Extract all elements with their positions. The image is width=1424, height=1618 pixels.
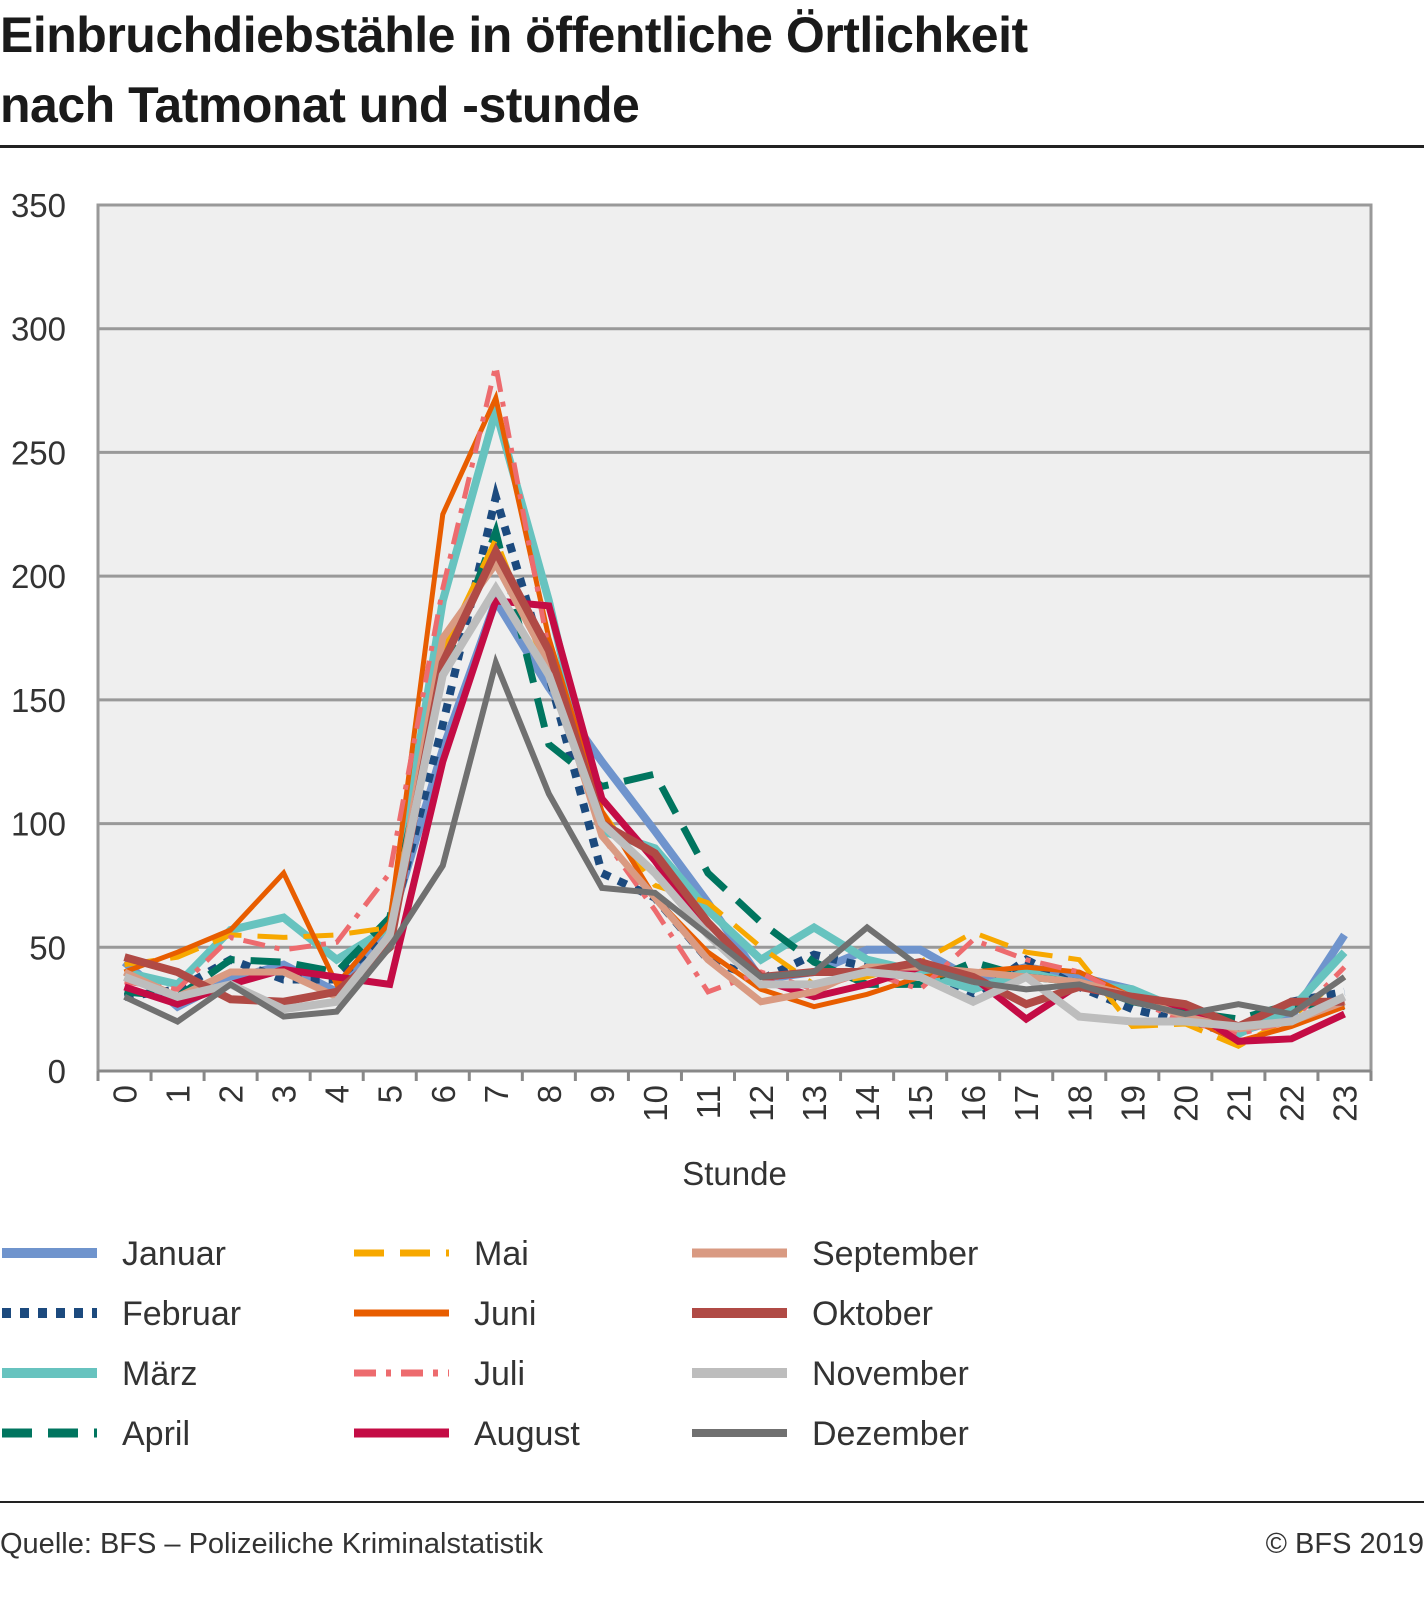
x-tick-label: 3: [266, 1085, 303, 1103]
legend-label: April: [122, 1415, 190, 1453]
legend-label: Juni: [474, 1295, 536, 1333]
x-tick-label: 16: [955, 1085, 992, 1122]
y-tick-label: 100: [11, 806, 66, 843]
x-tick-label: 15: [902, 1085, 939, 1122]
legend-label: März: [122, 1355, 198, 1393]
series-line-dezember: [123, 653, 1347, 1025]
x-tick-label: 0: [107, 1085, 144, 1103]
x-tick-label: 9: [584, 1085, 621, 1103]
series-line-mai: [124, 532, 1346, 1050]
x-tick-label: 4: [319, 1085, 356, 1103]
x-tick-label: 22: [1273, 1085, 1310, 1122]
y-tick-label: 50: [29, 929, 66, 966]
y-tick-label: 350: [11, 187, 66, 224]
x-tick-label: 11: [690, 1085, 727, 1119]
copyright: © BFS 2019: [1265, 1528, 1424, 1560]
chart-title: Einbruchdiebstähle in öffentliche Örtlic…: [0, 0, 1028, 140]
x-tick-label: 18: [1061, 1085, 1098, 1122]
y-tick-label: 250: [11, 434, 66, 471]
y-tick-label: 0: [48, 1053, 66, 1090]
x-tick-label: 2: [213, 1085, 250, 1103]
y-tick-label: 200: [11, 558, 66, 595]
x-tick-label: 20: [1167, 1085, 1204, 1122]
title-line-1: Einbruchdiebstähle in öffentliche Örtlic…: [0, 7, 1028, 63]
x-tick-label: 17: [1008, 1085, 1045, 1122]
y-tick-label: 150: [11, 682, 66, 719]
x-axis-title: Stunde: [682, 1155, 787, 1192]
legend-label: August: [474, 1415, 580, 1453]
x-tick-label: 1: [160, 1085, 197, 1103]
x-tick-label: 10: [637, 1085, 674, 1122]
x-tick-label: 5: [372, 1085, 409, 1103]
x-tick-label: 19: [1114, 1085, 1151, 1122]
source-note: Quelle: BFS – Polizeiliche Kriminalstati…: [0, 1528, 544, 1560]
title-line-2: nach Tatmonat und -stunde: [0, 77, 640, 133]
x-tick-label: 12: [743, 1085, 780, 1122]
legend-label: Juli: [474, 1355, 525, 1393]
x-tick-label: 21: [1220, 1085, 1257, 1122]
top-rule: [0, 145, 1424, 148]
legend-label: Januar: [122, 1235, 226, 1273]
legend-label: Dezember: [812, 1415, 969, 1453]
legend-label: Mai: [474, 1235, 529, 1273]
legend-label: September: [812, 1235, 978, 1273]
x-tick-label: 6: [425, 1085, 462, 1103]
bottom-rule: [0, 1501, 1424, 1503]
x-tick-label: 23: [1326, 1085, 1363, 1122]
x-tick-label: 13: [796, 1085, 833, 1122]
legend-label: November: [812, 1355, 969, 1393]
legend-label: Oktober: [812, 1295, 933, 1333]
series-line-märz: [123, 395, 1348, 1039]
legend-label: Februar: [122, 1295, 241, 1333]
series-line-oktober: [123, 542, 1345, 1031]
x-tick-label: 14: [849, 1085, 886, 1122]
x-tick-label: 8: [531, 1085, 568, 1103]
x-tick-label: 7: [478, 1085, 515, 1103]
y-tick-label: 300: [11, 311, 66, 348]
